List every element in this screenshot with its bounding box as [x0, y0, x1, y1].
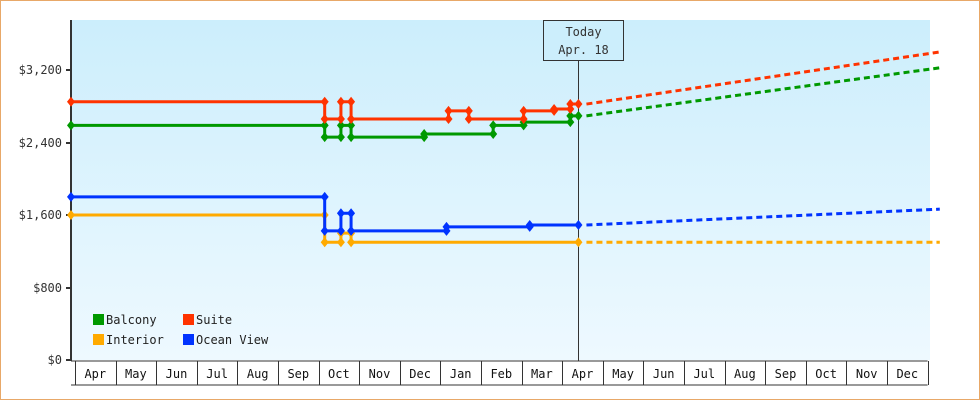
legend-label: Balcony: [106, 313, 157, 327]
legend-label: Suite: [196, 313, 232, 327]
legend-swatch: [183, 314, 194, 325]
x-axis: Apr May Jun Jul Aug Sep Oct Nov Dec Jan Feb Mar Apr M…: [71, 360, 929, 386]
month-label: Sep: [775, 367, 797, 381]
today-date: Apr. 18: [558, 43, 609, 57]
month-label: Aug: [247, 367, 269, 381]
y-tick-label: $0: [48, 353, 62, 367]
month-label: Aug: [734, 367, 756, 381]
month-label: Apr: [84, 367, 106, 381]
month-label: Nov: [369, 367, 391, 381]
y-axis: $0 $800 $1,600 $2,400 $3,200: [19, 20, 72, 367]
legend-swatch: [183, 334, 194, 345]
month-label: Feb: [490, 367, 512, 381]
series-lines: [67, 50, 940, 248]
legend-item-ocean-view: Ocean View: [183, 333, 269, 347]
legend-swatch: [93, 334, 104, 345]
plot-area: [71, 20, 930, 360]
today-marker: Today Apr. 18: [543, 20, 624, 361]
legend-label: Ocean View: [196, 333, 269, 347]
y-tick-label: $1,600: [19, 208, 62, 222]
month-label: Mar: [531, 367, 553, 381]
today-label: Today: [565, 25, 601, 39]
month-label: Oct: [815, 367, 837, 381]
month-label: Dec: [896, 367, 918, 381]
y-tick-label: $2,400: [19, 136, 62, 150]
series-ocean-view: [67, 191, 940, 236]
month-label: Oct: [328, 367, 350, 381]
series-balcony: [67, 66, 940, 143]
month-label: Jun: [653, 367, 675, 381]
month-label: May: [125, 367, 147, 381]
legend-item-suite: Suite: [183, 313, 232, 327]
y-tick-label: $800: [33, 281, 62, 295]
legend-label: Interior: [106, 333, 164, 347]
month-label: Dec: [409, 367, 431, 381]
series-suite: [67, 50, 940, 125]
legend-item-interior: Interior: [93, 333, 164, 347]
month-label: May: [612, 367, 634, 381]
y-tick-label: $3,200: [19, 63, 62, 77]
legend-swatch: [93, 314, 104, 325]
legend-item-balcony: Balcony: [93, 313, 157, 327]
month-label: Jun: [166, 367, 188, 381]
legend: Balcony Suite Interior Ocean View: [93, 313, 269, 347]
month-label: Nov: [856, 367, 878, 381]
month-label: Apr: [572, 367, 594, 381]
month-label: Jul: [206, 367, 228, 381]
month-label: Jul: [693, 367, 715, 381]
month-label: Jan: [450, 367, 472, 381]
month-label: Sep: [287, 367, 309, 381]
